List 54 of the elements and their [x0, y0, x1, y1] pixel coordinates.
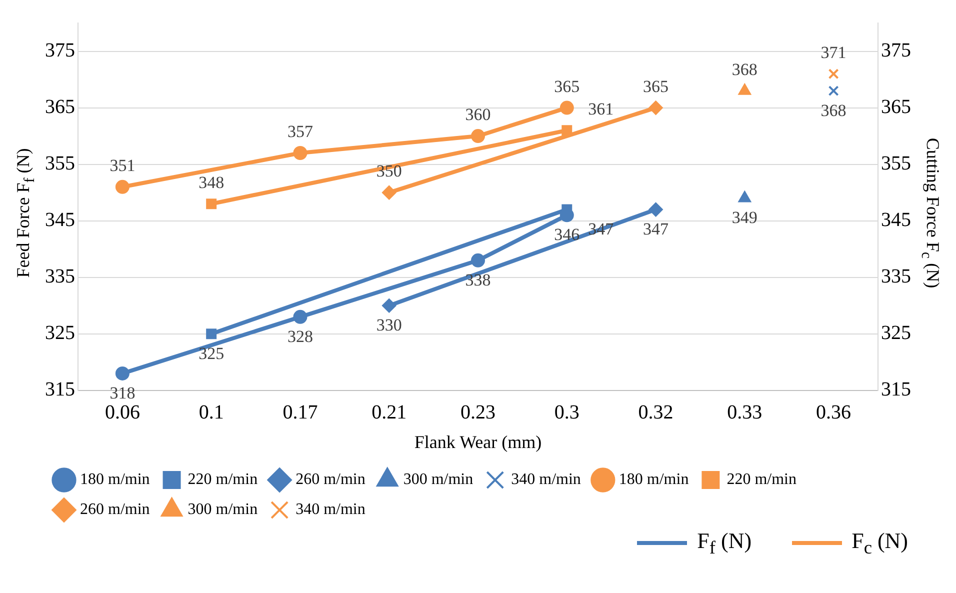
- y-tick-label: 375: [45, 40, 75, 62]
- legend-label: 220 m/min: [726, 471, 796, 488]
- y-tick-label: 325: [45, 322, 75, 344]
- legend-label: 300 m/min: [403, 471, 474, 488]
- data-label: 368: [820, 100, 846, 120]
- x-tick-label: 0.36: [816, 402, 852, 424]
- x-tick-label: 0.17: [282, 402, 318, 424]
- data-label: 351: [110, 156, 136, 175]
- legend-label: 260 m/min: [80, 501, 150, 518]
- y2-tick-label: 375: [881, 40, 911, 62]
- x-tick-label: 0.21: [372, 402, 407, 424]
- y-tick-label: 355: [45, 152, 75, 175]
- y2-tick-label: 335: [881, 266, 911, 288]
- text: F$_{f}$ (N): [697, 528, 752, 558]
- data-label: 349: [732, 208, 758, 228]
- data-label: 371: [820, 42, 846, 62]
- data-label: 348: [198, 172, 224, 192]
- x-tick-label: 0.1: [198, 402, 224, 424]
- data-label: 357: [287, 122, 314, 141]
- x-axis-title: Flank Wear (mm): [414, 432, 542, 452]
- y2-tick-label: 355: [881, 152, 911, 175]
- data-label: 365: [554, 76, 580, 96]
- data-label: 338: [465, 270, 491, 290]
- legend-label: 220 m/min: [188, 471, 258, 488]
- data-label: 346: [554, 225, 580, 244]
- y-tick-label: 365: [45, 96, 75, 118]
- data-label: 330: [376, 316, 402, 335]
- legend-label: 340 m/min: [296, 501, 366, 518]
- x-tick-label: 0.32: [638, 402, 674, 424]
- data-label: 368: [732, 60, 758, 79]
- y2-tick-label: 365: [881, 96, 911, 118]
- data-label: 361: [588, 99, 614, 118]
- y2-tick-label: 325: [881, 322, 911, 344]
- data-label: 360: [465, 105, 491, 124]
- x-tick-label: 0.33: [727, 402, 762, 424]
- x-tick-label: 0.23: [460, 402, 496, 424]
- y2-tick-label: 315: [881, 378, 911, 401]
- legend-label: 180 m/min: [618, 471, 689, 488]
- legend-label: 300 m/min: [188, 501, 258, 518]
- data-label: 325: [198, 344, 224, 363]
- data-label: 365: [643, 76, 669, 96]
- text: F$_{c}$ (N): [852, 528, 908, 558]
- y2-tick-label: 345: [881, 209, 911, 232]
- y-tick-label: 345: [45, 209, 75, 232]
- data-label: 328: [287, 326, 313, 346]
- x-tick-label: 0.06: [104, 402, 140, 424]
- x-tick-label: 0.3: [554, 402, 580, 424]
- data-label: 347: [643, 219, 670, 238]
- data-label: 318: [110, 383, 136, 402]
- legend-label: 340 m/min: [511, 471, 581, 488]
- y-tick-label: 335: [45, 266, 75, 288]
- legend-label: 260 m/min: [296, 471, 366, 488]
- legend-label: 180 m/min: [80, 471, 150, 488]
- y-tick-label: 315: [45, 378, 75, 401]
